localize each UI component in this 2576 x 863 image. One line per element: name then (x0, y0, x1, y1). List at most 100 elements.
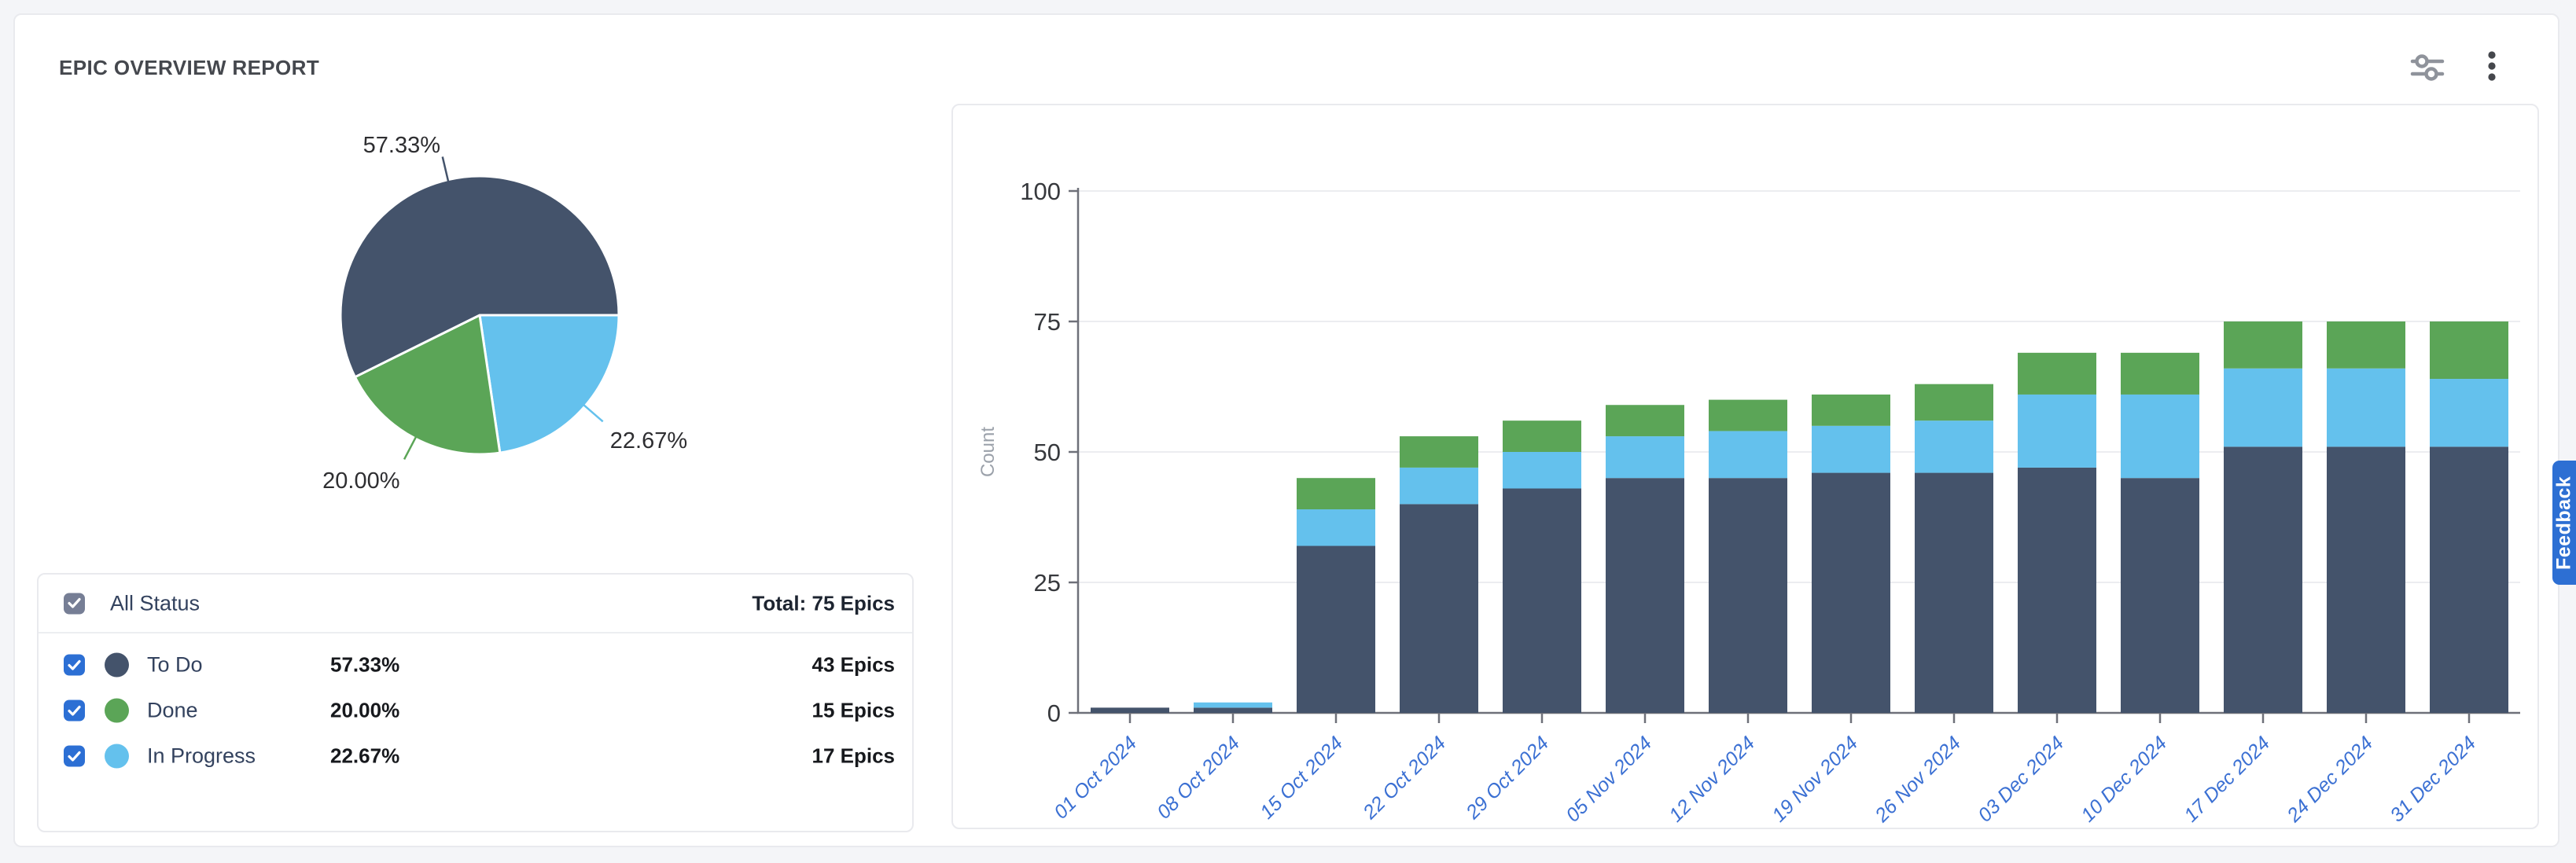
x-tick-label: 26 Nov 2024 (1870, 732, 1965, 827)
pie-label-leader (583, 404, 604, 423)
bar-segment-in-progress[interactable] (1503, 452, 1581, 489)
pie-label-in-progress: 22.67% (610, 428, 687, 454)
legend-label-todo: To Do (147, 652, 203, 677)
y-tick-label-25: 25 (1034, 569, 1061, 597)
legend-epics-done: 15 Epics (811, 698, 895, 722)
pie-label-to-do: 57.33% (363, 133, 440, 158)
y-tick-label-100: 100 (1020, 178, 1061, 205)
legend-rows: To Do 57.33% 43 Epics Done 20.00% 15 Epi… (39, 642, 912, 779)
bar-segment-to-do[interactable] (2327, 446, 2405, 713)
bar-segment-done[interactable] (2327, 321, 2405, 369)
bar-segment-to-do[interactable] (1503, 488, 1581, 713)
legend-color-dot-done (105, 698, 129, 723)
bar-segment-in-progress[interactable] (2327, 368, 2405, 447)
bar-segment-done[interactable] (1915, 384, 1993, 421)
epic-overview-card: EPIC OVERVIEW REPORT 22.67% 20.00% 57.33% (13, 13, 2559, 847)
x-tick-label: 22 Oct 2024 (1358, 732, 1450, 824)
legend-color-dot-todo (105, 652, 129, 678)
bar-segment-done[interactable] (1812, 394, 1890, 426)
x-tick-label: 31 Dec 2024 (2386, 732, 2480, 826)
bar-segment-to-do[interactable] (2018, 467, 2096, 713)
x-tick-label: 12 Nov 2024 (1665, 732, 1759, 826)
bar-segment-done[interactable] (1297, 478, 1375, 510)
checkbox-done[interactable] (64, 700, 85, 722)
legend-label-in-progress: In Progress (147, 744, 256, 768)
x-tick-label: 01 Oct 2024 (1050, 732, 1141, 823)
pie-label-done: 20.00% (322, 468, 399, 494)
bar-segment-in-progress[interactable] (1194, 702, 1272, 708)
x-tick-label: 15 Oct 2024 (1256, 732, 1347, 823)
total-epics-label: Total: 75 Epics (752, 591, 895, 615)
legend-row-done[interactable]: Done 20.00% 15 Epics (39, 688, 912, 733)
bar-segment-in-progress[interactable] (2430, 379, 2508, 447)
epic-status-pie-chart[interactable]: 22.67% 20.00% 57.33% (261, 96, 701, 520)
bar-segment-to-do[interactable] (1297, 545, 1375, 713)
legend-header-row: All Status Total: 75 Epics (39, 575, 912, 632)
legend-epics-todo: 43 Epics (811, 652, 895, 677)
legend-epics-in-progress: 17 Epics (811, 744, 895, 768)
x-tick-label: 17 Dec 2024 (2180, 732, 2274, 826)
page-title: EPIC OVERVIEW REPORT (59, 56, 320, 79)
bar-segment-in-progress[interactable] (1812, 425, 1890, 473)
feedback-button[interactable]: Feedback (2552, 461, 2576, 585)
legend-percent-todo: 57.33% (330, 652, 400, 677)
bar-segment-done[interactable] (1503, 420, 1581, 452)
kebab-menu-icon[interactable] (2473, 46, 2511, 87)
all-status-label: All Status (110, 591, 201, 615)
bar-segment-to-do[interactable] (1709, 478, 1787, 713)
bar-segment-to-do[interactable] (1915, 472, 1993, 713)
status-legend-box: All Status Total: 75 Epics To Do 57.33% … (37, 573, 914, 832)
legend-row-in-progress[interactable]: In Progress 22.67% 17 Epics (39, 733, 912, 779)
bar-segment-done[interactable] (1400, 436, 1478, 468)
x-tick-label: 03 Dec 2024 (1974, 732, 2068, 826)
card-toolbar (2409, 46, 2511, 87)
bar-segment-done[interactable] (1606, 405, 1684, 437)
bar-segment-in-progress[interactable] (2121, 394, 2199, 479)
bar-segment-to-do[interactable] (1812, 472, 1890, 713)
x-tick-label: 08 Oct 2024 (1153, 732, 1244, 823)
legend-label-done: Done (147, 698, 198, 722)
checkbox-in-progress[interactable] (64, 745, 85, 767)
bar-segment-to-do[interactable] (1194, 707, 1272, 713)
checkbox-todo[interactable] (64, 654, 85, 676)
bar-segment-done[interactable] (2224, 321, 2302, 369)
sliders-settings-icon[interactable] (2409, 46, 2446, 87)
x-tick-label: 29 Oct 2024 (1461, 732, 1553, 824)
pie-slice-in-progress[interactable] (478, 314, 620, 454)
bar-segment-in-progress[interactable] (2018, 394, 2096, 468)
bar-segment-to-do[interactable] (1400, 504, 1478, 713)
bar-segment-done[interactable] (2121, 352, 2199, 395)
pie-label-leader (441, 156, 450, 182)
bar-segment-in-progress[interactable] (1297, 509, 1375, 546)
bar-segment-done[interactable] (2018, 352, 2096, 395)
bar-segment-to-do[interactable] (2121, 478, 2199, 713)
bar-segment-to-do[interactable] (2224, 446, 2302, 713)
x-tick-label: 24 Dec 2024 (2282, 732, 2377, 827)
epic-count-bar-chart[interactable]: 0 25 50 75 100 Count 01 Oct 2024 08 Oct 2024 15 … (951, 104, 2539, 829)
bar-segment-done[interactable] (2430, 321, 2508, 380)
y-axis-title: Count (977, 427, 999, 477)
checkbox-all-status[interactable] (64, 593, 85, 614)
bar-segment-in-progress[interactable] (1709, 431, 1787, 479)
x-tick-label: 05 Nov 2024 (1562, 732, 1656, 826)
legend-row-todo[interactable]: To Do 57.33% 43 Epics (39, 642, 912, 688)
bar-segment-to-do[interactable] (2430, 446, 2508, 713)
x-tick-label: 19 Nov 2024 (1768, 732, 1862, 826)
legend-percent-done: 20.00% (330, 698, 400, 722)
pie-label-leader (403, 436, 417, 461)
bar-segment-in-progress[interactable] (2224, 368, 2302, 447)
legend-color-dot-in-progress (105, 744, 129, 769)
y-tick-label-50: 50 (1034, 439, 1061, 466)
bar-segment-in-progress[interactable] (1606, 436, 1684, 479)
legend-percent-in-progress: 22.67% (330, 744, 400, 768)
legend-divider (39, 632, 912, 633)
bar-segment-in-progress[interactable] (1400, 467, 1478, 505)
bar-segment-in-progress[interactable] (1915, 420, 1993, 473)
bar-segment-to-do[interactable] (1606, 478, 1684, 713)
x-tick-label: 10 Dec 2024 (2077, 732, 2171, 826)
bar-segment-to-do[interactable] (1091, 707, 1169, 713)
bar-segment-done[interactable] (1709, 399, 1787, 432)
y-tick-label-75: 75 (1034, 308, 1061, 336)
y-tick-label-0: 0 (1047, 700, 1061, 727)
